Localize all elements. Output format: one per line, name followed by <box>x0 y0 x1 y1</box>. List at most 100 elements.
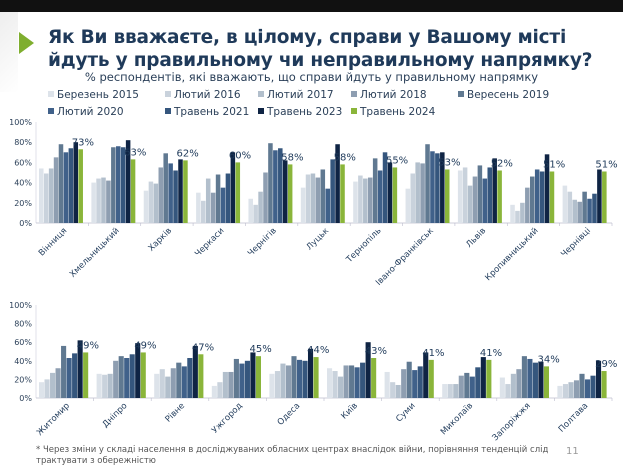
bar <box>302 360 308 398</box>
legend-swatch <box>48 108 54 114</box>
y-tick-label: 0% <box>19 219 32 228</box>
bar <box>205 178 211 223</box>
bar <box>435 153 440 223</box>
bar <box>287 164 293 223</box>
bar <box>447 384 453 398</box>
bar <box>532 362 538 398</box>
bar <box>50 372 56 398</box>
bar <box>116 146 121 223</box>
data-label: 63% <box>124 147 146 158</box>
bar <box>601 371 607 398</box>
bar <box>338 376 344 398</box>
bar <box>225 173 231 223</box>
bar <box>196 192 201 223</box>
bar <box>516 369 522 398</box>
bar <box>255 356 261 398</box>
bar <box>158 167 164 223</box>
bar <box>296 359 303 398</box>
bar <box>233 358 239 398</box>
data-label: 45% <box>250 344 272 355</box>
chart-top-cities: 0% 20% 40% 60% 80% 100% 73% Вінниця 63% Хмельниць… <box>9 118 618 288</box>
bar <box>401 369 407 398</box>
bar <box>387 162 393 223</box>
bar <box>529 176 535 223</box>
bar <box>510 204 515 223</box>
bar <box>353 181 358 223</box>
bar <box>425 144 430 223</box>
legend-label: Лютий 2018 <box>360 89 427 101</box>
y-tick-label: 40% <box>14 179 32 188</box>
legend-item: Травень 2024 <box>351 106 435 118</box>
bar <box>102 374 108 398</box>
bar <box>579 373 585 398</box>
bar <box>215 174 221 223</box>
bar <box>442 384 448 398</box>
data-label: 51% <box>543 159 565 170</box>
bar <box>367 177 373 223</box>
legend-label: Травень 2024 <box>360 106 436 118</box>
legend-swatch <box>258 108 264 114</box>
category-label: Одеса <box>276 401 303 428</box>
bar <box>120 147 126 223</box>
bar <box>568 382 574 398</box>
category-label: Харків <box>146 226 174 254</box>
legend-swatch <box>458 91 464 97</box>
y-tick-label: 60% <box>14 338 32 347</box>
legend-label: Березень 2015 <box>57 89 139 101</box>
bar <box>66 358 72 398</box>
bar <box>201 200 206 223</box>
bar <box>239 363 245 398</box>
bar <box>349 365 355 398</box>
bar <box>365 342 371 398</box>
bar <box>492 158 497 223</box>
legend-item: Травень 2023 <box>258 106 342 118</box>
bar <box>170 368 176 398</box>
bar <box>153 183 159 223</box>
legend-swatch <box>165 108 171 114</box>
bar <box>278 148 283 223</box>
legend-swatch <box>48 91 54 97</box>
bar <box>68 148 74 223</box>
bar <box>106 180 111 223</box>
bar <box>428 359 434 398</box>
bar <box>457 170 463 223</box>
bar <box>377 170 383 223</box>
bar <box>96 373 102 398</box>
legend-swatch <box>351 91 357 97</box>
bar <box>412 370 418 398</box>
bar <box>253 204 258 223</box>
bar <box>405 188 411 223</box>
bar <box>173 170 178 223</box>
window-top-bar <box>0 0 623 12</box>
bar <box>307 348 314 398</box>
bar <box>354 367 360 398</box>
bar <box>192 345 198 398</box>
bar <box>539 171 545 223</box>
legend-swatch <box>351 108 357 114</box>
bar <box>486 359 492 398</box>
data-label: 60% <box>229 150 251 161</box>
bar <box>58 144 64 223</box>
legend-label: Лютий 2017 <box>267 89 334 101</box>
bar <box>320 169 326 223</box>
category-label: Чернівці <box>559 226 593 260</box>
bar <box>291 356 297 398</box>
bar <box>101 177 106 223</box>
bar <box>440 152 445 223</box>
bar <box>176 362 182 398</box>
bar <box>73 142 79 223</box>
bar <box>258 191 263 223</box>
legend-item: Лютий 2018 <box>351 89 427 101</box>
bar <box>363 178 368 223</box>
bar <box>268 143 273 223</box>
y-tick-label: 60% <box>14 158 32 167</box>
green-arrow-icon <box>19 32 34 54</box>
bar <box>538 361 544 398</box>
bar <box>340 164 345 223</box>
category-label: Житомир <box>35 401 72 438</box>
bar <box>332 371 338 398</box>
bar <box>315 177 321 223</box>
bar <box>572 199 578 223</box>
bar <box>582 191 587 223</box>
y-tick-label: 80% <box>14 320 32 329</box>
